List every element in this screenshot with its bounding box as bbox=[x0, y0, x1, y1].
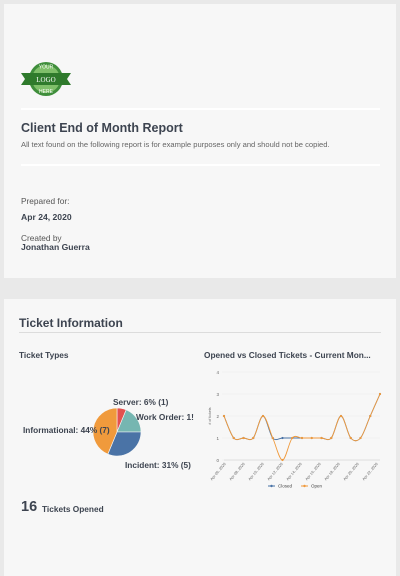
x-tick-label: Apr 18, 2020 bbox=[324, 462, 341, 481]
data-point-open bbox=[359, 436, 362, 440]
pie-slice-incident bbox=[107, 431, 142, 457]
pie-svg bbox=[92, 407, 142, 457]
y-tick-label: 3 bbox=[216, 392, 219, 397]
x-tick-label: Apr 12, 2020 bbox=[267, 462, 284, 481]
x-tick-label: Apr 14, 2020 bbox=[286, 462, 303, 481]
divider bbox=[19, 332, 381, 333]
legend-marker bbox=[303, 484, 306, 488]
data-point-open bbox=[339, 414, 343, 418]
y-tick-label: 1 bbox=[216, 436, 219, 441]
x-tick-label: Apr 08, 2020 bbox=[229, 462, 246, 481]
data-point-open bbox=[261, 414, 265, 418]
series-line-open bbox=[223, 393, 381, 461]
report-header-card: YOUR LOGO HERE Client End of Month Repor… bbox=[4, 4, 396, 278]
pie-slice-informational bbox=[92, 407, 118, 455]
divider bbox=[21, 164, 380, 166]
ticket-information-card: Ticket Information Ticket Types Opened v… bbox=[4, 299, 396, 576]
x-tick-label: Apr 10, 2020 bbox=[248, 462, 265, 481]
data-point-open bbox=[300, 436, 304, 440]
data-point-open bbox=[252, 436, 255, 440]
svg-text:YOUR: YOUR bbox=[39, 65, 54, 71]
series-line-closed bbox=[223, 393, 381, 442]
data-point-open bbox=[369, 414, 372, 418]
data-point-open bbox=[271, 436, 274, 440]
x-tick-label: Apr 22, 2020 bbox=[362, 462, 379, 481]
y-tick-label: 0 bbox=[216, 458, 219, 463]
legend-label-closed[interactable]: Closed bbox=[278, 484, 293, 489]
opened-vs-closed-line-chart: 0 1 2 3 4 # of tickets Apr 06, 2020 Apr 08, 202… bbox=[208, 370, 382, 489]
prepared-for-label: Prepared for: bbox=[21, 196, 70, 206]
data-point-open bbox=[330, 436, 333, 440]
tickets-opened-count: 16 bbox=[21, 499, 38, 515]
x-tick-label: Apr 20, 2020 bbox=[343, 462, 360, 481]
legend-marker bbox=[270, 484, 273, 488]
svg-text:LOGO: LOGO bbox=[36, 76, 55, 84]
prepared-for-value: Apr 24, 2020 bbox=[21, 212, 72, 222]
data-point-open bbox=[222, 414, 226, 418]
pie-label-incident: Incident: 31% (5) bbox=[125, 460, 191, 470]
y-tick-label: 2 bbox=[216, 414, 219, 419]
ticket-types-pie-chart: Server: 6% (1) Work Order: 1! Incident: … bbox=[4, 387, 204, 487]
data-point-open bbox=[310, 436, 313, 440]
report-title: Client End of Month Report bbox=[21, 121, 183, 135]
x-tick-label: Apr 16, 2020 bbox=[305, 462, 322, 481]
pie-label-server: Server: 6% (1) bbox=[113, 397, 169, 407]
created-by-value: Jonathan Guerra bbox=[21, 242, 90, 252]
x-tick-label: Apr 06, 2020 bbox=[210, 462, 227, 481]
data-point-closed bbox=[281, 436, 284, 440]
data-point-open bbox=[349, 436, 352, 440]
data-point-open bbox=[232, 436, 235, 440]
data-point-open bbox=[378, 392, 382, 396]
legend-label-open[interactable]: Open bbox=[311, 484, 323, 489]
data-point-open bbox=[242, 436, 245, 440]
section-title: Ticket Information bbox=[19, 316, 123, 330]
svg-text:HERE: HERE bbox=[39, 89, 54, 95]
pie-label-informational: Informational: 44% (7) bbox=[23, 425, 110, 435]
data-point-open bbox=[320, 436, 323, 440]
y-axis-label: # of tickets bbox=[208, 407, 212, 424]
tickets-opened-label: Tickets Opened bbox=[42, 504, 104, 514]
divider bbox=[21, 108, 380, 110]
created-by-label: Created by bbox=[21, 233, 62, 243]
data-point-open bbox=[291, 436, 294, 440]
y-tick-label: 4 bbox=[216, 370, 219, 375]
ticket-types-title: Ticket Types bbox=[19, 350, 69, 360]
report-description: All text found on the following report i… bbox=[21, 140, 330, 149]
opened-vs-closed-title: Opened vs Closed Tickets - Current Mon..… bbox=[204, 350, 371, 360]
data-point-open bbox=[281, 458, 284, 462]
pie-label-work-order: Work Order: 1! bbox=[136, 412, 194, 422]
company-logo: YOUR LOGO HERE bbox=[21, 62, 71, 96]
